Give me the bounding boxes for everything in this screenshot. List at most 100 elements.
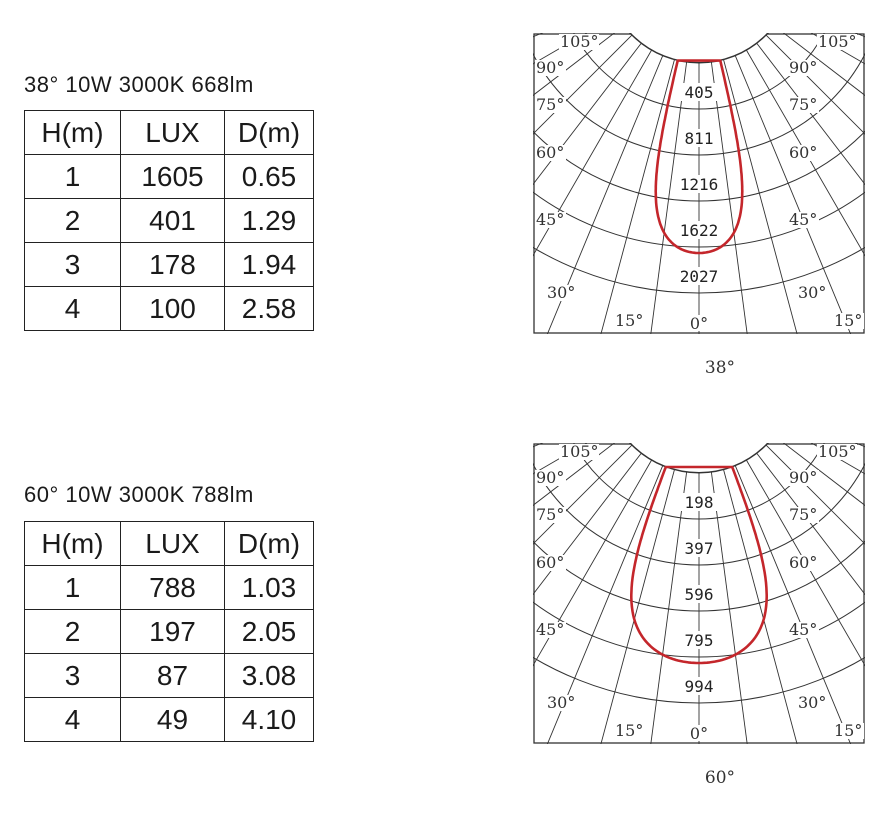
angle-label-left: 105° — [560, 33, 599, 51]
cell-height: 1 — [24, 565, 121, 610]
grid-radial — [723, 469, 798, 744]
grid-radial — [533, 453, 642, 596]
cell-diameter: 3.08 — [224, 653, 314, 698]
angle-label-left: 15° — [615, 311, 643, 330]
angle-label-bg — [817, 444, 857, 460]
cell-height: 2 — [24, 198, 121, 243]
spec-line-38: 38° 10W 3000K 668lm — [24, 72, 254, 97]
angle-label-bg — [788, 622, 819, 638]
grid-radial — [600, 59, 675, 334]
grid-radial — [782, 33, 865, 96]
polar-beam-label-38: 38° — [704, 358, 736, 378]
angle-label-bg — [833, 723, 864, 739]
ring-value-bg — [676, 175, 722, 193]
angle-label-bg — [788, 145, 819, 161]
grid-radial — [546, 55, 664, 334]
angle-label-bg — [535, 145, 566, 161]
ring-value-label: 795 — [685, 631, 714, 650]
angle-label-bg — [535, 622, 566, 638]
angle-label-right: 15° — [834, 721, 862, 740]
ring-value-bg — [681, 493, 717, 511]
angle-label-bg — [817, 34, 857, 50]
angle-label-right: 45° — [789, 620, 817, 639]
grid-radial — [533, 43, 642, 186]
ring-value-label: 1622 — [680, 221, 719, 240]
ring-value-bg — [681, 677, 717, 695]
angle-label-right: 105° — [818, 443, 857, 461]
angle-label-bg — [687, 315, 713, 331]
cell-diameter: 2.58 — [224, 286, 314, 331]
table-row: 3 178 1.94 — [24, 242, 314, 287]
angle-label-bg — [797, 285, 828, 301]
grid-radial — [600, 469, 675, 744]
cell-height: 1 — [24, 154, 121, 199]
angle-label-bg — [788, 555, 819, 571]
cell-lux: 178 — [120, 242, 225, 287]
cell-height: 4 — [24, 697, 121, 742]
ring-value-label: 1216 — [680, 175, 719, 194]
ring-value-bg — [681, 83, 717, 101]
angle-label-bg — [797, 695, 828, 711]
cell-diameter: 1.29 — [224, 198, 314, 243]
cell-diameter: 2.05 — [224, 609, 314, 654]
angle-label-bg — [614, 723, 645, 739]
header-lux: LUX — [120, 521, 225, 566]
angle-label-bg — [559, 34, 599, 50]
angle-label-bg — [535, 97, 566, 113]
polar-beam-label-60: 60° — [704, 768, 736, 788]
angle-label-bg — [788, 97, 819, 113]
grid-radial — [533, 460, 652, 667]
ring-value-label: 994 — [685, 677, 714, 696]
angle-label-zero: 0° — [690, 314, 708, 333]
cell-diameter: 0.65 — [224, 154, 314, 199]
cell-lux: 401 — [120, 198, 225, 243]
beam-distribution-curve — [654, 59, 744, 255]
ring-value-label: 596 — [685, 585, 714, 604]
grid-radial — [723, 59, 798, 334]
angle-label-right: 45° — [789, 210, 817, 229]
angle-label-bg — [535, 470, 566, 486]
center-disc — [629, 33, 769, 63]
grid-radial — [710, 62, 748, 334]
angle-label-right: 90° — [789, 468, 817, 487]
ring-value-label: 397 — [685, 539, 714, 558]
header-height: H(m) — [24, 110, 121, 155]
angle-label-bg — [535, 507, 566, 523]
cell-height: 3 — [24, 242, 121, 287]
angle-label-right: 90° — [789, 58, 817, 77]
angle-label-left: 30° — [547, 283, 575, 302]
cell-diameter: 1.03 — [224, 565, 314, 610]
grid-radial — [782, 443, 865, 506]
grid-radial — [533, 443, 616, 506]
photometric-table-60: H(m) LUX D(m) 1 788 1.03 2 197 2.05 3 87… — [24, 521, 314, 742]
angle-label-right: 15° — [834, 311, 862, 330]
angle-label-bg — [788, 212, 819, 228]
angle-label-left: 90° — [536, 58, 564, 77]
angle-label-left: 30° — [547, 693, 575, 712]
angle-label-left: 60° — [536, 553, 564, 572]
header-lux: LUX — [120, 110, 225, 155]
angle-label-bg — [788, 60, 819, 76]
angle-label-bg — [546, 285, 577, 301]
grid-radial — [765, 34, 865, 135]
table-row: 4 100 2.58 — [24, 286, 314, 331]
grid-radial — [533, 33, 616, 96]
angle-label-right: 75° — [789, 505, 817, 524]
ring-value-bg — [681, 539, 717, 557]
ring-value-label: 198 — [685, 493, 714, 512]
table-row: 2 197 2.05 — [24, 609, 314, 654]
cell-height: 4 — [24, 286, 121, 331]
grid-radial — [756, 43, 865, 186]
grid-radial — [533, 34, 633, 135]
ring-value-label: 405 — [685, 83, 714, 102]
angle-label-left: 75° — [536, 95, 564, 114]
angle-label-right: 105° — [818, 33, 857, 51]
spec-line-60: 60° 10W 3000K 788lm — [24, 482, 254, 507]
header-height: H(m) — [24, 521, 121, 566]
ring-value-bg — [676, 267, 722, 285]
ring-value-bg — [681, 129, 717, 147]
grid-radial — [756, 453, 865, 596]
grid-radial — [533, 50, 652, 257]
cell-diameter: 4.10 — [224, 697, 314, 742]
angle-label-zero: 0° — [690, 724, 708, 743]
